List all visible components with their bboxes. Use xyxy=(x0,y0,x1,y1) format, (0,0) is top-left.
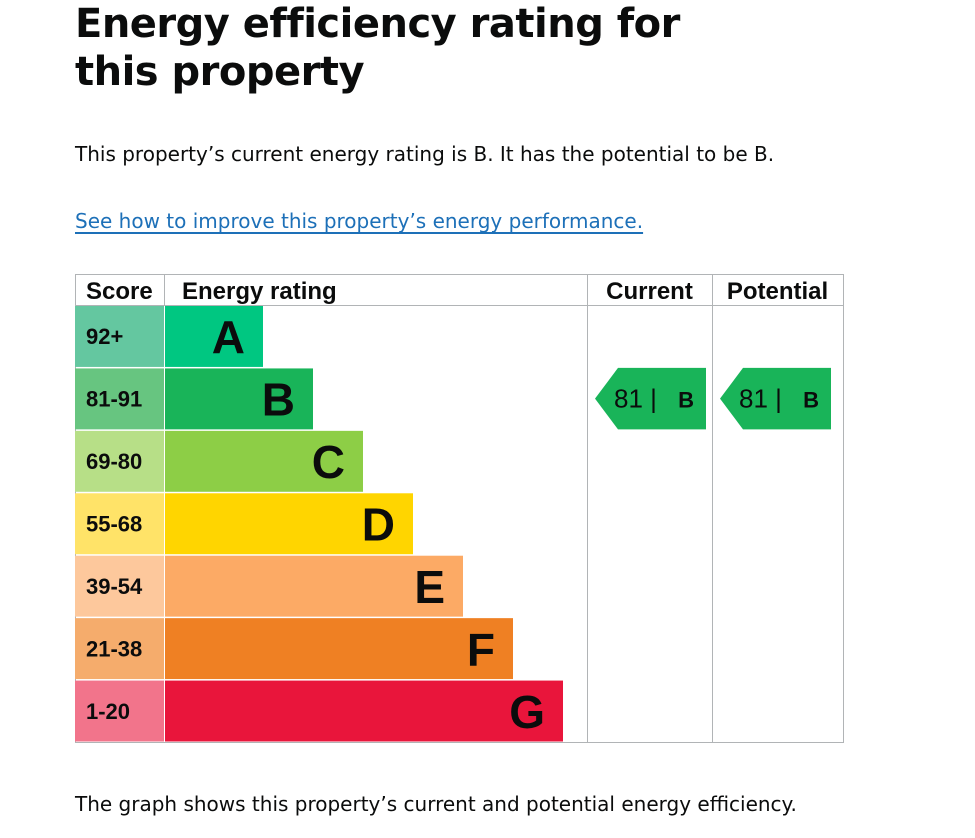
rating-letter-b: B xyxy=(262,374,295,426)
rating-bar-e xyxy=(165,555,463,617)
rating-summary: This property’s current energy rating is… xyxy=(75,142,775,166)
score-label-b: 81-91 xyxy=(86,387,142,412)
improve-energy-link[interactable]: See how to improve this property’s energ… xyxy=(75,209,644,233)
score-cell-b xyxy=(75,368,164,430)
score-label-c: 69-80 xyxy=(86,449,142,474)
header-energy-rating: Energy rating xyxy=(182,278,337,305)
rating-letter-g: G xyxy=(509,686,545,738)
rating-letter-d: D xyxy=(362,499,395,551)
score-cell-f xyxy=(75,618,164,680)
score-label-a: 92+ xyxy=(86,324,123,349)
header-potential: Potential xyxy=(727,278,828,305)
potential-arrow-value: 81 | xyxy=(739,384,782,414)
rating-bar-c xyxy=(165,430,363,492)
potential-arrow xyxy=(720,367,831,430)
score-cell-a xyxy=(75,306,164,367)
rating-letter-a: A xyxy=(212,311,245,363)
rating-bar-a xyxy=(165,306,263,367)
score-label-g: 1-20 xyxy=(86,699,130,724)
rating-letter-f: F xyxy=(467,623,495,675)
rating-letter-c: C xyxy=(312,436,345,488)
header-score: Score xyxy=(86,278,153,305)
current-arrow xyxy=(595,367,706,430)
score-cell-e xyxy=(75,555,164,617)
score-label-f: 21-38 xyxy=(86,636,142,661)
rating-bar-d xyxy=(165,493,413,555)
score-cell-g xyxy=(75,680,164,742)
score-label-e: 39-54 xyxy=(86,574,143,599)
current-arrow-value: 81 | xyxy=(614,384,657,414)
current-arrow-letter: B xyxy=(678,388,694,413)
header-current: Current xyxy=(606,278,693,305)
score-label-d: 55-68 xyxy=(86,512,142,537)
score-cell-d xyxy=(75,493,164,555)
potential-arrow-letter: B xyxy=(803,388,819,413)
score-cell-c xyxy=(75,430,164,492)
page-title: Energy efficiency rating for this proper… xyxy=(75,1,680,95)
rating-bar-f xyxy=(165,618,513,680)
rating-bar-g xyxy=(165,680,563,742)
rating-letter-e: E xyxy=(414,561,445,613)
chart-caption: The graph shows this property’s current … xyxy=(75,792,797,816)
rating-bar-b xyxy=(165,368,313,430)
